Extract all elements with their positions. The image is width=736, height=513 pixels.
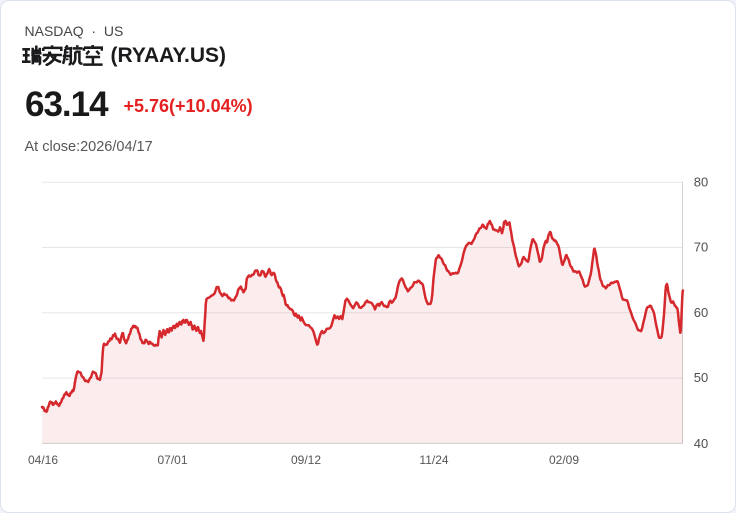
svg-text:11/24: 11/24 [419, 453, 448, 467]
svg-text:80: 80 [694, 174, 708, 189]
svg-text:09/12: 09/12 [291, 453, 321, 467]
svg-text:04/16: 04/16 [28, 453, 58, 467]
svg-text:02/09: 02/09 [549, 453, 579, 467]
svg-text:70: 70 [694, 240, 708, 255]
svg-text:60: 60 [694, 305, 708, 320]
svg-text:40: 40 [694, 436, 708, 451]
svg-text:07/01: 07/01 [157, 453, 187, 467]
svg-text:50: 50 [694, 370, 708, 385]
